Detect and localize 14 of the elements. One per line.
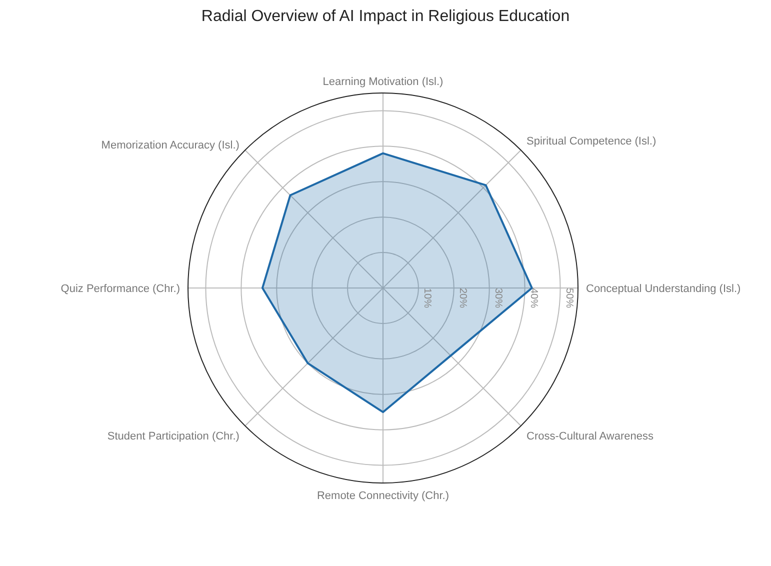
spoke-label: Cross-Cultural Awareness — [526, 430, 654, 442]
chart-title: Radial Overview of AI Impact in Religious Education — [200, 8, 571, 26]
spoke-label: Remote Connectivity (Chr.) — [316, 490, 450, 502]
y-tick-label: 50% — [563, 288, 574, 308]
spoke-label: Memorization Accuracy (Isl.) — [101, 139, 240, 152]
y-tick-label: 40% — [528, 288, 539, 308]
spoke-label: Learning Motivation (Isl.) — [322, 76, 444, 88]
y-tick-label: 10% — [421, 288, 432, 308]
y-tick-label: 30% — [492, 288, 504, 308]
spoke-label: Spiritual Competence (Isl.) — [526, 135, 656, 148]
spoke-label: Conceptual Understanding (Isl.) — [586, 282, 741, 295]
spoke-label: Student Participation (Chr.) — [107, 430, 240, 442]
y-tick-label: 20% — [456, 288, 468, 308]
spoke-label: Quiz Performance (Chr.) — [60, 282, 180, 295]
